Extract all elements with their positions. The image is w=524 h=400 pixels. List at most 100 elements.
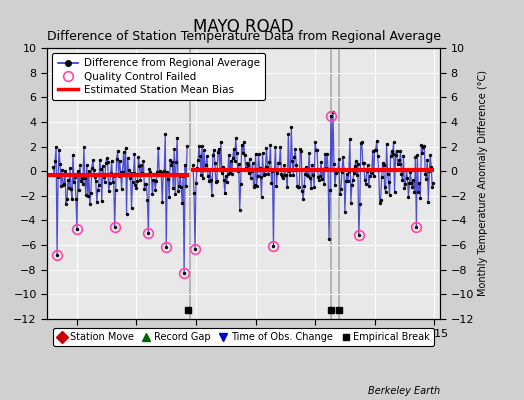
Point [275,160,283,166]
Point [410,189,419,196]
Point [129,170,138,176]
Point [231,158,239,164]
Point [105,180,114,187]
Point [190,190,198,197]
Point [201,167,209,173]
Point [139,158,148,164]
Point [235,160,243,167]
Point [391,151,400,158]
Point [270,167,279,174]
Point [180,270,188,276]
Point [403,175,412,181]
Point [246,174,255,181]
Point [259,172,268,178]
Point [97,198,106,204]
Point [95,156,104,163]
Point [124,167,133,174]
Point [354,160,362,167]
Point [379,162,388,168]
Point [263,164,271,170]
Point [136,177,145,183]
Point [345,168,353,174]
Point [247,167,256,174]
Point [111,223,119,230]
Point [161,130,169,137]
Point [140,186,149,192]
Point [263,145,271,151]
Point [232,135,240,142]
Point [339,153,347,160]
Point [96,166,105,172]
Point [405,180,413,187]
Point [230,146,238,152]
Point [195,142,203,149]
Point [388,151,397,158]
Point [322,165,330,171]
Point [369,172,378,179]
Point [106,170,115,176]
Point [252,150,260,157]
Point [305,150,313,156]
Point [309,172,318,178]
Y-axis label: Monthly Temperature Anomaly Difference (°C): Monthly Temperature Anomaly Difference (… [478,70,488,296]
Point [376,197,385,203]
Point [104,188,113,195]
Point [110,173,118,179]
Point [398,177,407,184]
Point [199,175,207,182]
Point [71,174,79,180]
Point [173,135,181,141]
Point [222,173,230,180]
Point [182,183,190,190]
Point [239,139,248,146]
Point [103,155,111,162]
Point [255,165,264,172]
Point [171,190,179,197]
Point [72,196,80,203]
Point [299,196,308,202]
Point [385,192,394,198]
Point [79,181,87,188]
Legend: Difference from Regional Average, Quality Control Failed, Estimated Station Mean: Difference from Regional Average, Qualit… [52,53,265,100]
Point [147,172,156,178]
Point [224,171,232,177]
Point [288,158,297,164]
Point [380,184,389,190]
Point [332,170,340,176]
Point [304,173,312,179]
Point [260,171,269,177]
Point [83,162,91,168]
Point [254,151,263,158]
Point [211,160,219,166]
Point [63,196,71,202]
Point [348,177,357,184]
Point [429,180,438,187]
Point [198,143,206,150]
Point [243,160,251,166]
Point [220,177,228,183]
Point [340,166,348,172]
Text: Berkeley Earth: Berkeley Earth [368,386,440,396]
Point [356,201,364,207]
Point [169,184,178,191]
Point [138,170,147,176]
Point [399,153,408,160]
Point [370,147,379,153]
Point [351,163,359,170]
Point [144,230,152,236]
Point [118,169,127,176]
Point [92,178,100,185]
Point [249,184,258,190]
Point [59,182,67,189]
Point [241,151,249,158]
Point [77,178,85,184]
Point [94,187,102,193]
Point [307,184,315,191]
Point [219,163,227,170]
Point [321,151,329,157]
Point [107,158,116,164]
Point [384,171,392,177]
Point [273,170,281,176]
Point [90,167,98,174]
Point [292,162,300,168]
